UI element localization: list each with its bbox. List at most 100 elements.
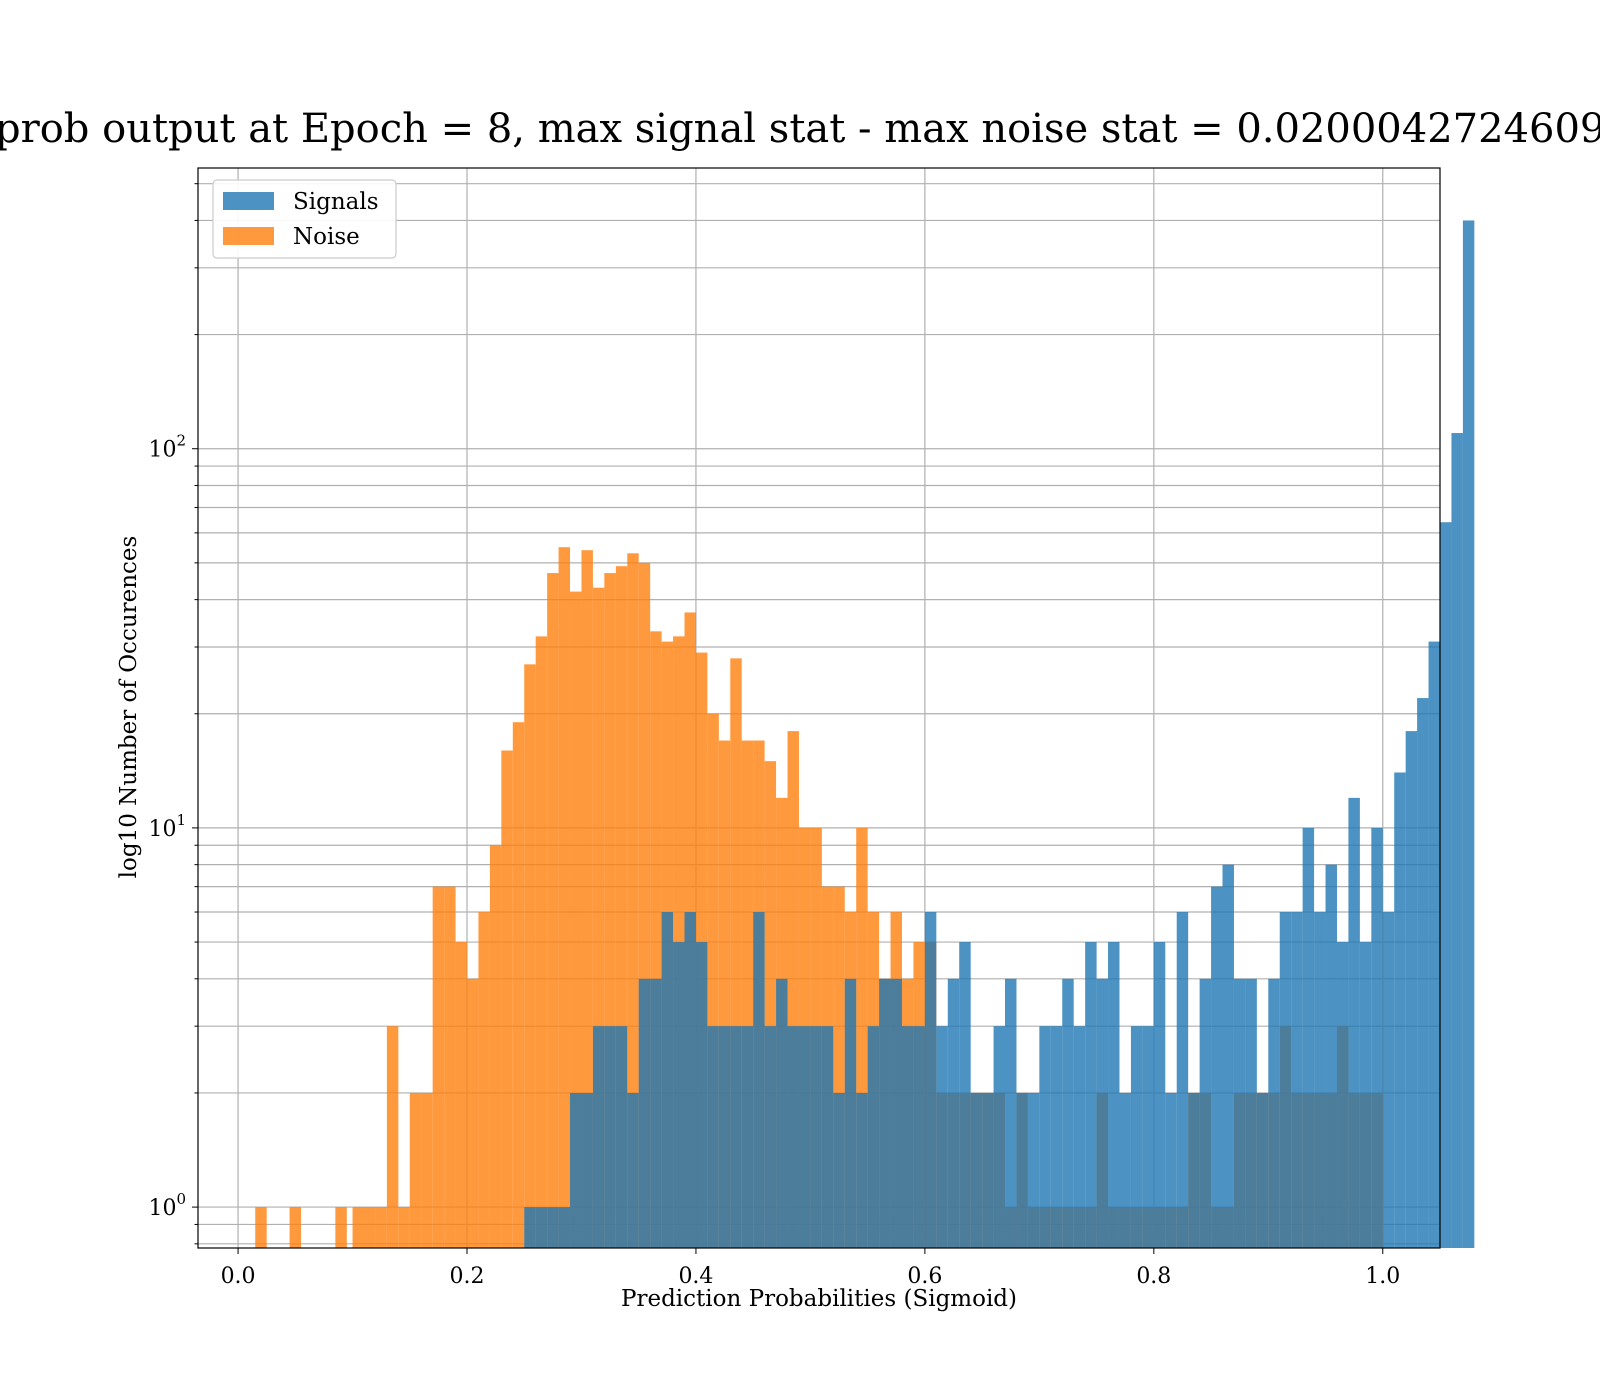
noise-bar: [535, 636, 548, 1248]
noise-bar: [386, 1026, 399, 1248]
signals-bar: [741, 1026, 754, 1248]
y-tick-label: 100: [148, 1190, 186, 1221]
noise-bar: [409, 1092, 422, 1248]
legend-swatch-signals: [223, 192, 274, 210]
x-tick-label: 0.2: [450, 1264, 485, 1289]
x-tick-label: 0.8: [1136, 1264, 1171, 1289]
signals-bar: [1073, 1026, 1086, 1248]
x-tick-label: 1.0: [1365, 1264, 1400, 1289]
signals-bar: [604, 1026, 616, 1248]
noise-bar: [352, 1207, 364, 1248]
signals-bar: [1256, 1092, 1269, 1248]
signals-bar: [890, 978, 902, 1248]
signals-bar: [1005, 978, 1017, 1248]
signals-bar: [1279, 912, 1292, 1248]
signals-bar: [993, 1026, 1006, 1248]
signals-bar: [1142, 1026, 1154, 1248]
signals-bar: [1096, 978, 1109, 1248]
signals-bar: [947, 978, 960, 1248]
signals-bar: [1233, 978, 1246, 1248]
noise-bar: [581, 550, 593, 1248]
y-tick-exponent: 1: [176, 811, 186, 829]
signals-bar: [833, 1092, 845, 1248]
signals-bar: [867, 1026, 880, 1248]
signals-bar: [856, 1092, 868, 1248]
signals-bar: [1130, 1026, 1143, 1248]
signals-bar: [570, 1092, 582, 1248]
signals-bar: [1245, 978, 1257, 1248]
signals-bar: [695, 942, 708, 1248]
signals-bar: [810, 1026, 822, 1248]
signals-bar: [1440, 522, 1452, 1248]
signals-bar: [1176, 912, 1189, 1248]
noise-bar: [833, 886, 845, 1248]
signals-bar: [1085, 942, 1097, 1248]
signals-bar: [798, 1026, 811, 1248]
signals-bar: [1199, 978, 1212, 1248]
noise-bar: [764, 761, 777, 1248]
noise-bar: [467, 978, 479, 1248]
signals-bar: [936, 1026, 948, 1248]
noise-bar: [524, 664, 536, 1248]
signals-bar: [1188, 1092, 1200, 1248]
signals-bar: [1428, 641, 1440, 1248]
signals-bar: [1382, 912, 1395, 1248]
noise-bar: [478, 912, 490, 1248]
signals-bar: [627, 1092, 639, 1248]
y-tick-exponent: 0: [176, 1190, 186, 1208]
signals-bar: [1302, 827, 1315, 1248]
signals-bar: [558, 1207, 571, 1248]
noise-bar: [741, 740, 754, 1248]
signals-bar: [684, 912, 696, 1248]
signals-bar: [1291, 912, 1303, 1248]
legend-label-signals: Signals: [293, 189, 379, 215]
signal-series: [524, 220, 1475, 1249]
noise-bar: [398, 1207, 410, 1248]
signals-bar: [1314, 912, 1326, 1248]
signals-bar: [581, 1092, 593, 1248]
signals-bar: [1039, 1026, 1051, 1248]
signals-bar: [1268, 978, 1280, 1248]
signals-bar: [1027, 1092, 1040, 1248]
signals-bar: [1222, 864, 1234, 1248]
signals-bar: [1119, 1092, 1131, 1248]
signals-bar: [1371, 827, 1383, 1248]
noise-bar: [592, 587, 605, 1248]
signals-bar: [1405, 731, 1418, 1248]
signals-bar: [718, 1026, 731, 1248]
noise-bar: [289, 1207, 302, 1248]
noise-bar: [512, 722, 525, 1248]
signals-bar: [1165, 1092, 1177, 1248]
signals-bar: [844, 978, 857, 1248]
noise-bar: [375, 1207, 387, 1248]
noise-bar: [604, 573, 616, 1248]
signals-bar: [764, 1026, 777, 1248]
noise-bar: [489, 845, 502, 1248]
y-tick-label: 102: [148, 432, 186, 463]
signals-bar: [661, 912, 674, 1248]
noise-bar: [335, 1207, 347, 1248]
signals-bar: [1325, 864, 1337, 1248]
signals-bar: [1348, 797, 1360, 1248]
signals-bar: [592, 1026, 605, 1248]
noise-bar: [707, 713, 719, 1248]
noise-bar: [730, 658, 742, 1248]
x-tick-label: 0.6: [907, 1264, 942, 1289]
noise-bar: [856, 827, 868, 1248]
chart-title: d prob output at Epoch = 8, max signal s…: [0, 106, 1600, 152]
noise-bar: [455, 942, 468, 1248]
signals-bar: [776, 978, 788, 1248]
noise-bar: [432, 886, 445, 1248]
signals-bar: [524, 1207, 536, 1248]
signals-bar: [1336, 942, 1349, 1248]
y-tick-exponent: 2: [176, 432, 186, 450]
signals-bar: [1153, 942, 1166, 1248]
noise-bar: [787, 731, 799, 1248]
signals-bar: [1050, 1026, 1063, 1248]
legend-label-noise: Noise: [293, 224, 360, 250]
signals-bar: [982, 1092, 994, 1248]
legend: Signals Noise: [212, 179, 397, 259]
signals-bar: [673, 942, 685, 1248]
signals-bar: [535, 1207, 548, 1248]
